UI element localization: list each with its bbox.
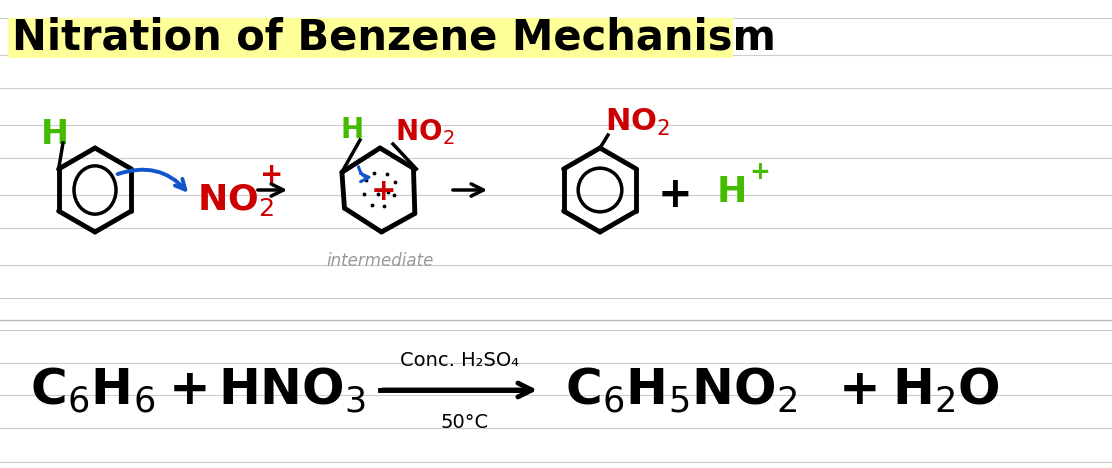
Text: +: + <box>169 366 211 414</box>
Text: H: H <box>717 175 747 209</box>
Text: HNO$_3$: HNO$_3$ <box>218 366 366 415</box>
Text: NO$_2$: NO$_2$ <box>605 106 671 138</box>
Text: C$_6$H$_5$NO$_2$: C$_6$H$_5$NO$_2$ <box>565 366 797 415</box>
Text: H: H <box>340 116 364 144</box>
Text: C$_6$H$_6$: C$_6$H$_6$ <box>30 366 156 415</box>
Text: +: + <box>371 177 397 206</box>
Text: intermediate: intermediate <box>326 252 434 270</box>
Text: Nitration of Benzene Mechanism: Nitration of Benzene Mechanism <box>12 17 776 59</box>
Text: +: + <box>749 160 770 184</box>
Text: H: H <box>41 118 69 152</box>
Text: NO$_2$: NO$_2$ <box>395 117 455 147</box>
Text: NO$_2$: NO$_2$ <box>197 182 274 218</box>
Text: H$_2$O: H$_2$O <box>892 366 1000 415</box>
Text: +: + <box>840 366 881 414</box>
FancyBboxPatch shape <box>8 18 733 58</box>
Text: +: + <box>260 161 284 189</box>
Text: 50°C: 50°C <box>441 412 489 431</box>
Text: +: + <box>657 174 693 216</box>
Text: Conc. H₂SO₄: Conc. H₂SO₄ <box>400 351 519 370</box>
